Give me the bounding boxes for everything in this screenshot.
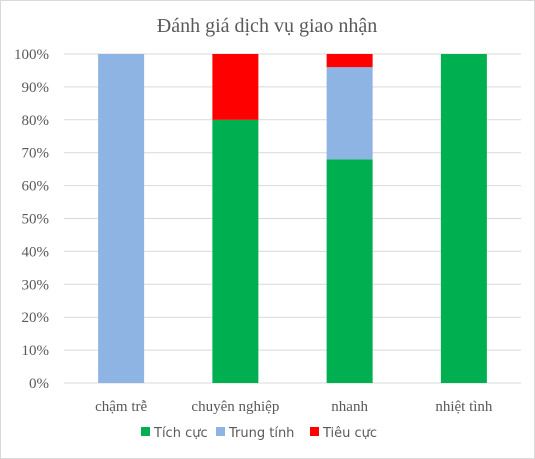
x-category-label: nhanh [331, 399, 368, 415]
legend: Tích cực Trung tính Tiêu cực [141, 426, 377, 441]
bar-segment [326, 54, 373, 68]
chart-title: Đánh giá dịch vụ giao nhận [157, 15, 378, 37]
bar-segment [212, 119, 259, 384]
bar-segment [326, 67, 373, 160]
x-category-label: chậm trễ [95, 399, 147, 415]
legend-label: Tiêu cực [322, 426, 377, 441]
x-category-label: chuyên nghiệp [191, 399, 279, 415]
y-tick-label: 70% [22, 146, 50, 162]
y-tick-label: 80% [22, 113, 50, 129]
legend-swatch [310, 427, 319, 436]
y-tick-label: 90% [22, 80, 50, 96]
y-tick-label: 0% [29, 376, 49, 392]
legend-label: Trung tính [228, 426, 294, 441]
x-axis-labels: chậm trễ chuyên nghiệp nhanh nhiệt tình [95, 399, 493, 415]
legend-label: Tích cực [153, 426, 208, 441]
y-tick-label: 100% [14, 47, 49, 63]
y-tick-label: 40% [22, 244, 50, 260]
y-tick-label: 30% [22, 277, 50, 293]
y-tick-label: 20% [22, 310, 50, 326]
legend-swatch [141, 427, 150, 436]
legend-swatch [216, 427, 225, 436]
bar-segment [440, 54, 487, 383]
bar-segment [98, 54, 145, 383]
x-category-label: nhiệt tình [435, 399, 493, 415]
y-axis-ticks: 0% 10% 20% 30% 40% 50% 60% 70% 80% 90% 100% [14, 47, 49, 392]
bar-segment [212, 54, 259, 120]
y-tick-label: 60% [22, 179, 50, 195]
bars [98, 54, 487, 384]
bar-segment [326, 159, 373, 383]
y-tick-label: 10% [22, 343, 50, 359]
y-tick-label: 50% [22, 212, 50, 228]
